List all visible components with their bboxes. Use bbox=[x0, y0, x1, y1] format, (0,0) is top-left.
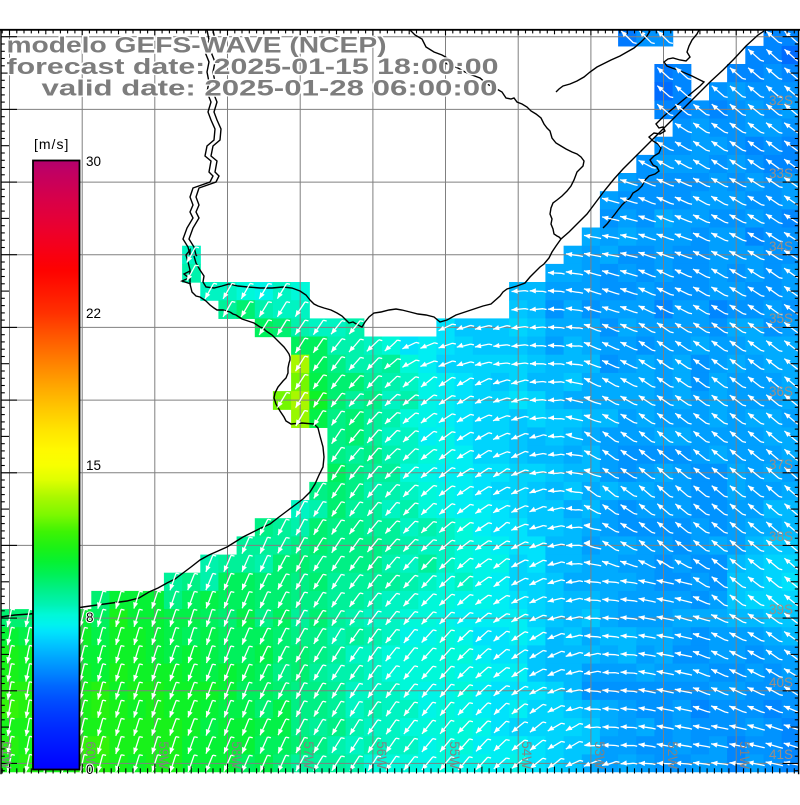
svg-text:33S: 33S bbox=[769, 166, 793, 181]
svg-text:54W: 54W bbox=[519, 741, 534, 769]
svg-text:41S: 41S bbox=[769, 747, 793, 762]
svg-text:37S: 37S bbox=[769, 457, 793, 472]
svg-text:[m/s]: [m/s] bbox=[34, 136, 69, 152]
svg-text:30: 30 bbox=[86, 154, 101, 169]
svg-text:58W: 58W bbox=[229, 741, 244, 769]
svg-text:38S: 38S bbox=[769, 529, 793, 544]
svg-text:32S: 32S bbox=[769, 93, 793, 108]
svg-text:34S: 34S bbox=[769, 239, 793, 254]
svg-text:55W: 55W bbox=[447, 741, 462, 769]
svg-text:35S: 35S bbox=[769, 311, 793, 326]
svg-text:56W: 56W bbox=[374, 741, 389, 769]
svg-text:53W: 53W bbox=[592, 741, 607, 769]
svg-text:59W: 59W bbox=[156, 741, 171, 769]
svg-text:51W: 51W bbox=[737, 741, 752, 769]
svg-text:36S: 36S bbox=[769, 384, 793, 399]
svg-text:valid date: 2025-01-28 06:00:0: valid date: 2025-01-28 06:00:00 bbox=[42, 76, 498, 101]
svg-text:15: 15 bbox=[86, 458, 101, 473]
svg-text:22: 22 bbox=[86, 306, 101, 321]
svg-text:40S: 40S bbox=[769, 675, 793, 690]
svg-text:52W: 52W bbox=[665, 741, 680, 769]
svg-text:57W: 57W bbox=[301, 741, 316, 769]
svg-text:61W: 61W bbox=[0, 741, 14, 769]
svg-text:39S: 39S bbox=[769, 602, 793, 617]
svg-text:0: 0 bbox=[86, 762, 94, 777]
svg-text:8: 8 bbox=[86, 610, 94, 625]
